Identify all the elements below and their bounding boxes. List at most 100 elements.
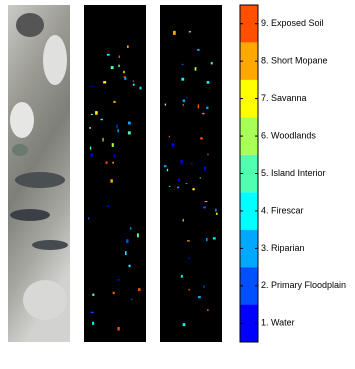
speckle [118, 129, 119, 132]
class-map-panel [84, 5, 146, 342]
speckle [195, 67, 197, 70]
speckle [191, 163, 193, 164]
speckle [124, 76, 126, 78]
legend-label: 8. Short Mopane [261, 56, 328, 66]
legend-label: 1. Water [261, 318, 295, 328]
speckle [198, 296, 201, 298]
speckle [116, 124, 117, 128]
speckle [123, 71, 124, 73]
speckle [131, 299, 133, 300]
speckle [90, 147, 91, 150]
speckle [137, 233, 139, 237]
speckle [169, 186, 170, 187]
speckle [186, 183, 188, 184]
speckle [88, 217, 89, 219]
speckle [180, 160, 182, 164]
speckle [130, 227, 131, 229]
speckle [211, 62, 213, 64]
legend-label: 7. Savanna [261, 93, 307, 103]
figure: 1. Water 2. Primary Floodplain 3. Riparian… [0, 0, 355, 369]
speckle [113, 101, 115, 103]
speckle [138, 288, 140, 291]
speckle [187, 240, 190, 241]
speckle [206, 107, 208, 109]
speckle [113, 292, 115, 294]
legend-label: 3. Riparian [261, 243, 305, 253]
speckle [207, 154, 208, 156]
legend-label: 5. Island Interior [261, 168, 326, 178]
speckle [177, 187, 179, 189]
speckle [205, 201, 208, 202]
speckle [203, 206, 206, 208]
speckle [188, 257, 189, 259]
speckle [100, 119, 103, 120]
speckle [198, 104, 199, 108]
speckle [181, 78, 184, 81]
speckle [103, 81, 106, 83]
speckle [117, 327, 119, 330]
speckle [124, 77, 126, 79]
speckle [106, 161, 108, 163]
speckle [119, 56, 120, 58]
speckle [91, 114, 93, 115]
speckle [92, 322, 94, 325]
speckle [129, 265, 131, 267]
speckle [89, 127, 91, 129]
satellite-panel [8, 5, 70, 342]
speckle [125, 251, 127, 255]
speckle [172, 143, 175, 146]
legend-label: 4. Firescar [261, 205, 304, 215]
speckle [133, 81, 134, 82]
speckle [200, 137, 202, 139]
speckle [189, 31, 191, 32]
speckle [91, 312, 94, 313]
speckle [169, 136, 170, 137]
speckle [117, 279, 120, 280]
legend-label: 9. Exposed Soil [261, 18, 324, 28]
speckle [183, 104, 184, 105]
speckle [183, 323, 186, 326]
speckle [202, 113, 204, 114]
speckle [118, 65, 119, 67]
speckle [167, 169, 168, 171]
speckle [200, 177, 201, 178]
speckle [165, 104, 166, 106]
speckle [95, 111, 98, 115]
speckle [91, 154, 93, 157]
speckle [112, 162, 114, 164]
speckle [215, 209, 216, 212]
speckle [133, 84, 135, 86]
speckle [102, 138, 103, 142]
speckle [140, 87, 142, 90]
speckle [128, 122, 131, 125]
speckle [114, 154, 115, 157]
speckle [192, 188, 194, 190]
speckle [107, 54, 110, 56]
speckle [207, 81, 210, 84]
speckle [183, 219, 184, 221]
speckle [183, 100, 185, 102]
speckle [107, 206, 109, 207]
speckle [126, 239, 128, 243]
speckle [207, 309, 208, 311]
speckle [213, 237, 216, 239]
speckle [110, 179, 112, 182]
speckle [216, 213, 218, 215]
speckle [127, 46, 129, 48]
speckle [188, 289, 190, 290]
speckle [164, 165, 166, 167]
colorbar: 1. Water 2. Primary Floodplain 3. Riparian… [240, 5, 346, 342]
speckle [197, 49, 199, 51]
speckle [181, 275, 183, 278]
speckle [204, 167, 206, 171]
speckle [206, 238, 207, 241]
legend-label: 2. Primary Floodplain [261, 280, 346, 290]
speckle [92, 86, 94, 87]
speckle [186, 97, 188, 98]
speckle [111, 66, 114, 69]
class-map-panel [160, 5, 222, 342]
speckle [112, 143, 114, 147]
speckle [173, 31, 176, 35]
speckle [182, 64, 184, 65]
speckle [178, 179, 180, 182]
